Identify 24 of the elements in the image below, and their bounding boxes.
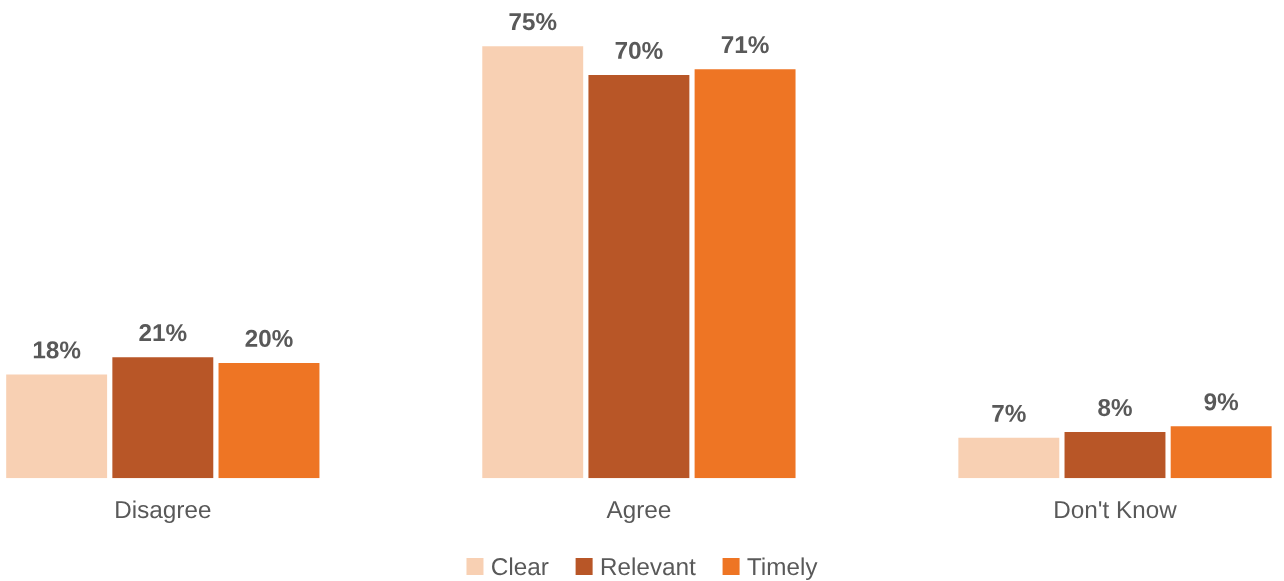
x-tick-label: Disagree	[116, 500, 211, 524]
bar	[218, 362, 320, 479]
data-label: 21%	[139, 324, 187, 342]
bar	[112, 357, 214, 479]
data-label: 71%	[721, 36, 769, 54]
data-label: 20%	[245, 329, 293, 348]
bar	[482, 46, 584, 479]
legend-label: Relevant	[601, 557, 696, 576]
data-label: 8%	[1098, 398, 1132, 417]
bar	[588, 74, 690, 479]
x-tick-label: Agree	[606, 501, 671, 524]
data-label: 70%	[615, 41, 663, 60]
bar	[1064, 432, 1166, 479]
legend-label: Clear	[492, 557, 549, 576]
x-tick-label: Don't Know	[1055, 501, 1177, 519]
bar	[6, 374, 108, 479]
data-label: 9%	[1204, 393, 1239, 411]
bar	[958, 437, 1060, 479]
bar	[1170, 426, 1272, 479]
legend-label: Timely	[747, 557, 818, 581]
bar	[694, 69, 796, 479]
data-label: 75%	[509, 13, 557, 31]
data-label: 7%	[992, 404, 1026, 422]
data-label: 18%	[33, 341, 81, 359]
